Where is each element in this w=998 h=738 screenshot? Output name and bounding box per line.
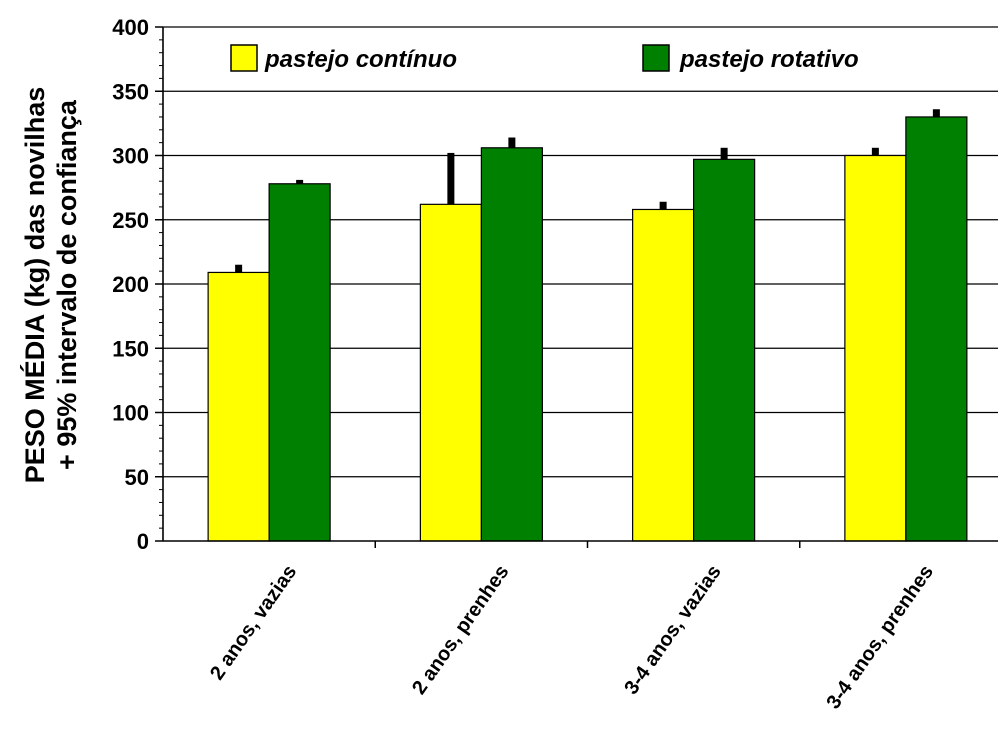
error-bar bbox=[296, 179, 304, 184]
legend-swatch-continuo bbox=[230, 44, 258, 72]
error-bars bbox=[235, 109, 940, 273]
error-bar bbox=[720, 147, 728, 160]
y-tick-label: 250 bbox=[112, 208, 149, 233]
error-bar bbox=[871, 147, 879, 156]
bar bbox=[480, 147, 543, 542]
y-tick-label: 400 bbox=[112, 15, 149, 40]
bar bbox=[207, 271, 270, 542]
y-axis-title-line2: + 95% intervalo de confiança bbox=[52, 99, 82, 470]
legend-label-continuo: pastejo contínuo bbox=[264, 46, 457, 73]
y-tick-label: 50 bbox=[125, 465, 149, 490]
y-tick-label: 300 bbox=[112, 144, 149, 169]
error-bar bbox=[932, 109, 940, 117]
legend-label-rotativo: pastejo rotativo bbox=[679, 46, 859, 73]
legend: pastejo contínuo pastejo rotativo bbox=[230, 44, 859, 73]
y-tick-label: 100 bbox=[112, 401, 149, 426]
error-bar bbox=[508, 137, 516, 148]
error-bar bbox=[447, 152, 455, 205]
y-tick-label: 350 bbox=[112, 79, 149, 104]
y-tick-labels: 0 50 100 150 200 250 300 350 400 bbox=[112, 15, 149, 554]
bar bbox=[419, 203, 482, 542]
error-bar bbox=[659, 201, 667, 210]
bar bbox=[693, 158, 756, 542]
bar bbox=[268, 183, 331, 542]
x-tick-label: 3-4 anos, prenhes bbox=[822, 561, 938, 713]
x-tick-label: 2 anos, vazias bbox=[206, 561, 301, 684]
axes bbox=[155, 26, 998, 548]
y-axis-title-line1: PESO MÉDIA (kg) das novilhas bbox=[19, 87, 50, 484]
y-tick-label: 0 bbox=[137, 529, 149, 554]
y-tick-label: 200 bbox=[112, 272, 149, 297]
x-tick-labels: 2 anos, vazias 2 anos, prenhes 3-4 anos, v… bbox=[206, 561, 938, 713]
bars bbox=[207, 116, 968, 542]
bar bbox=[905, 116, 968, 542]
legend-swatch-rotativo bbox=[642, 44, 670, 72]
x-tick-label: 3-4 anos, vazias bbox=[620, 561, 725, 698]
bar bbox=[632, 208, 695, 542]
error-bar bbox=[235, 264, 243, 273]
x-tick-label: 2 anos, prenhes bbox=[408, 561, 513, 698]
bar bbox=[844, 154, 907, 542]
y-tick-label: 150 bbox=[112, 336, 149, 361]
